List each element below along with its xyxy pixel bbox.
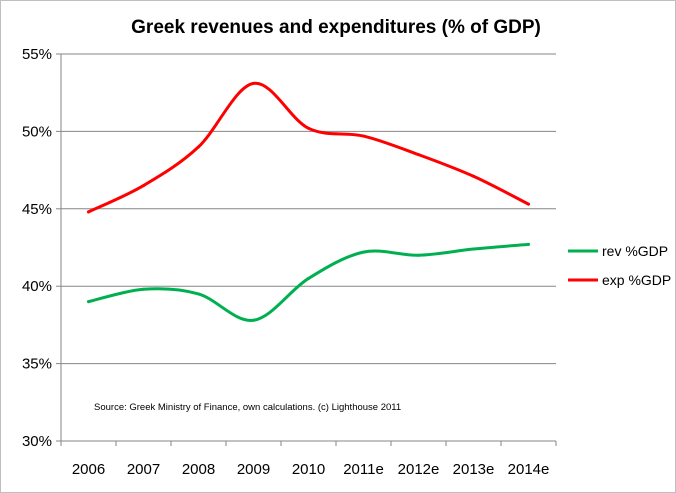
data-point [142,287,145,291]
series-line-revenues [87,242,530,322]
data-point [197,292,200,296]
data-point [527,242,530,246]
data-point [527,202,530,206]
data-point [197,145,200,149]
x-tick-label: 2008 [182,461,215,478]
x-axis-tick-labels: 2006 2007 2008 2009 2010 2011e 2012e 2013e 2014e [72,461,550,478]
y-tick-label: 45% [22,201,52,218]
source-annotation: Source: Greek Ministry of Finance, own c… [94,402,401,413]
data-point [252,81,255,85]
data-point [307,276,310,280]
data-point [252,318,255,322]
gridlines [56,53,556,442]
data-point [307,126,310,130]
x-tick-label: 2013e [453,461,495,478]
x-tick-label: 2006 [72,461,105,478]
data-point [362,134,365,138]
legend: rev %GDP exp %GDP [568,243,671,288]
data-point [362,250,365,254]
y-tick-label: 35% [22,356,52,373]
legend-label: exp %GDP [602,272,671,288]
y-tick-label: 40% [22,278,52,295]
legend-label: rev %GDP [602,243,668,259]
series-line-expenditures [87,81,530,214]
data-point [417,253,420,257]
x-tick-label: 2007 [127,461,160,478]
y-tick-label: 50% [22,123,52,140]
data-point [417,153,420,157]
x-tick-label: 2009 [237,461,270,478]
y-axis-tick-labels: 30% 35% 40% 45% 50% 55% [22,46,52,450]
x-tick-label: 2014e [508,461,550,478]
axes [60,54,557,446]
data-point [142,184,145,188]
x-tick-label: 2012e [398,461,440,478]
x-tick-label: 2010 [292,461,325,478]
chart-title: Greek revenues and expenditures (% of GD… [131,17,541,38]
data-point [87,210,90,214]
x-tick-label: 2011e [343,461,384,478]
data-point [472,247,475,251]
data-point [472,174,475,178]
series-lines [87,81,530,322]
y-tick-label: 55% [22,46,52,63]
y-tick-label: 30% [22,433,52,450]
data-point [87,300,90,304]
